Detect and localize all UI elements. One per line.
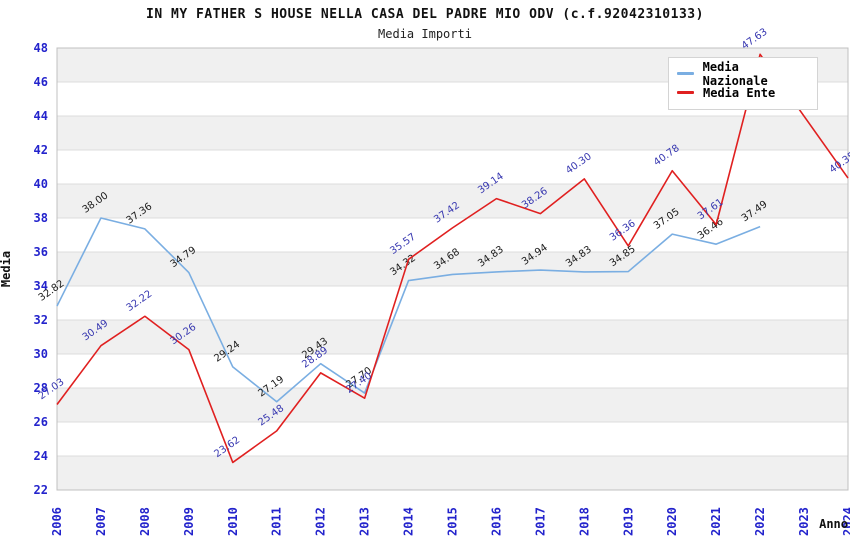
plot-band [57, 320, 848, 354]
plot-band [57, 388, 848, 422]
x-tick-label: 2012 [314, 507, 328, 536]
y-tick-label: 26 [34, 415, 48, 429]
legend-box: Media Nazionale Media Ente [668, 57, 818, 110]
x-tick-label: 2024 [841, 507, 850, 536]
y-tick-label: 30 [34, 347, 48, 361]
x-tick-label: 2018 [577, 507, 591, 536]
x-tick-label: 2017 [533, 507, 547, 536]
y-tick-label: 34 [34, 279, 48, 293]
y-tick-label: 22 [34, 483, 48, 497]
plot-band [57, 252, 848, 286]
plot-border [56, 47, 849, 491]
y-tick-label: 38 [34, 211, 48, 225]
series-line-media-nazionale [56, 217, 761, 403]
x-tick-label: 2007 [94, 507, 108, 536]
legend-item-media-ente: Media Ente [677, 83, 809, 102]
y-tick-label: 42 [34, 143, 48, 157]
y-tick-label: 36 [34, 245, 48, 259]
y-tick-label: 40 [34, 177, 48, 191]
x-tick-label: 2009 [182, 507, 196, 536]
x-tick-label: 2021 [709, 507, 723, 536]
legend-swatch-ente-icon [677, 91, 694, 94]
legend-swatch-nazionale-icon [677, 72, 694, 75]
y-tick-label: 28 [34, 381, 48, 395]
legend-label-ente: Media Ente [703, 85, 776, 100]
plot-band [57, 116, 848, 150]
data-point-label: 32.22 [125, 288, 155, 313]
plot-band [57, 456, 848, 490]
x-tick-label: 2020 [665, 507, 679, 536]
x-tick-label: 2013 [358, 507, 372, 536]
chart-title: IN MY FATHER S HOUSE NELLA CASA DEL PADR… [146, 7, 704, 22]
legend-item-media-nazionale: Media Nazionale [677, 60, 809, 88]
x-tick-label: 2008 [138, 507, 152, 536]
x-tick-label: 2023 [797, 507, 811, 536]
x-tick-label: 2011 [270, 507, 284, 536]
y-tick-label: 44 [34, 109, 48, 123]
x-tick-label: 2015 [446, 507, 460, 536]
x-tick-label: 2006 [50, 507, 64, 536]
legend-label-nazionale: Media Nazionale [702, 59, 768, 88]
y-tick-label: 46 [34, 75, 48, 89]
y-tick-label: 48 [34, 41, 48, 55]
x-tick-label: 2016 [489, 507, 503, 536]
y-tick-label: 32 [34, 313, 48, 327]
x-tick-label: 2010 [226, 507, 240, 536]
chart-subtitle: Media Importi [378, 27, 472, 41]
x-tick-label: 2014 [402, 507, 416, 536]
series-line-media-ente [56, 53, 849, 464]
data-point-label: 40.30 [564, 151, 594, 176]
x-tick-label: 2019 [621, 507, 635, 536]
x-tick-label: 2022 [753, 507, 767, 536]
y-tick-label: 24 [34, 449, 48, 463]
x-axis-title: Anno [819, 517, 848, 531]
plot-band [57, 184, 848, 218]
y-axis-title: Media [0, 250, 13, 288]
